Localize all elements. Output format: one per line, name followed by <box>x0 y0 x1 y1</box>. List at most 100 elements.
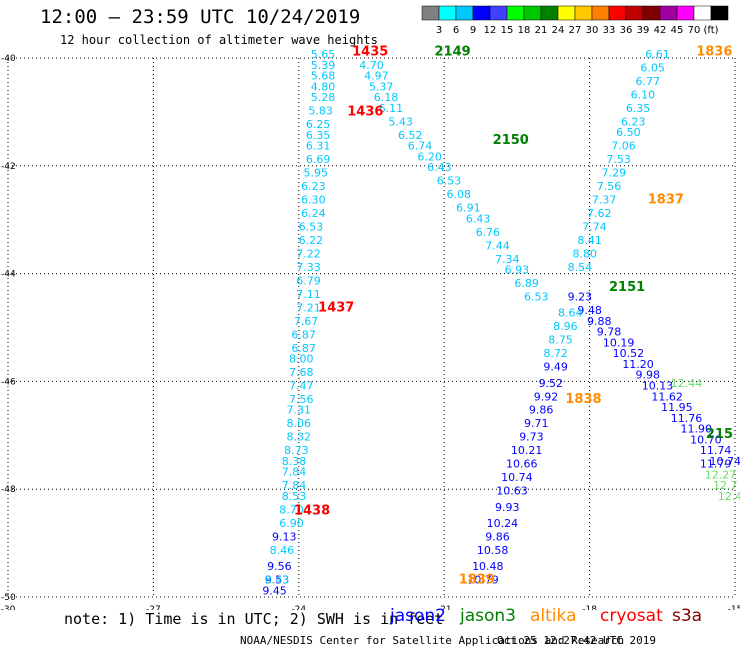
x-tick-label: -15 <box>728 605 740 610</box>
y-tick-label: -40 <box>1 54 16 64</box>
wave-height-value: 8.54 <box>568 261 593 274</box>
wave-height-value: 7.33 <box>296 261 321 274</box>
satellite-legend-item: altika <box>530 606 577 626</box>
wave-height-value: 7.11 <box>296 288 321 301</box>
scale-tick-label: 3 <box>436 25 442 36</box>
scale-tick-label: 6 <box>453 25 459 36</box>
wave-height-value: 6.08 <box>446 188 471 201</box>
wave-height-value: 11.76 <box>671 412 703 425</box>
pass-time-label: 1839 <box>459 573 495 588</box>
wave-height-value: 10.13 <box>642 379 674 392</box>
wave-height-value: 6.43 <box>427 161 452 174</box>
wave-height-value: 8.00 <box>289 353 314 366</box>
wave-height-value: 5.37 <box>369 80 394 93</box>
wave-height-value: 8.72 <box>543 347 568 360</box>
wave-height-value: 10.74 <box>710 455 740 468</box>
wave-height-value: 10.19 <box>603 336 635 349</box>
scale-tick-label: 33 <box>603 25 616 36</box>
wave-height-value: 10.79 <box>467 574 499 587</box>
wave-height-value: 5.43 <box>388 115 413 128</box>
wave-height-value: 7.34 <box>495 253 520 266</box>
wave-height-value: 6.43 <box>466 212 491 225</box>
y-tick-label: -44 <box>1 270 16 280</box>
x-tick-label: -27 <box>146 605 161 610</box>
wave-height-value: 9.56 <box>267 560 292 573</box>
pass-time-label: 2150 <box>493 133 529 148</box>
wave-height-value: 6.11 <box>379 102 404 115</box>
wave-height-value: 8.06 <box>287 417 312 430</box>
wave-height-value: 7.56 <box>289 393 314 406</box>
wave-height-value: 6.53 <box>437 175 462 188</box>
wave-height-value: 7.68 <box>289 366 314 379</box>
wave-height-value: 10.24 <box>487 517 519 530</box>
wave-height-value: 7.84 <box>282 466 307 479</box>
wave-height-value: 7.67 <box>294 315 319 328</box>
scale-tick-label: 70 <box>688 25 701 36</box>
pass-time-label: 1836 <box>696 44 732 59</box>
wave-height-value: 5.95 <box>304 167 329 180</box>
wave-height-value: 6.87 <box>291 342 316 355</box>
wave-height-value: 8.41 <box>577 234 602 247</box>
wave-height-value: 6.05 <box>640 61 665 74</box>
y-tick-label: -46 <box>1 377 16 387</box>
wave-height-value: 6.53 <box>524 291 549 304</box>
wave-height-value: 8.73 <box>284 444 309 457</box>
wave-height-value: 11.95 <box>661 401 693 414</box>
chart-subtitle: 12 hour collection of altimeter wave hei… <box>60 33 378 47</box>
y-tick-label: -50 <box>1 593 16 603</box>
wave-height-value: 4.70 <box>359 59 384 72</box>
wave-height-value: 10.70 <box>690 433 722 446</box>
wave-height-value: 6.53 <box>299 220 324 233</box>
wave-height-value: 9.98 <box>636 369 661 382</box>
wave-height-value: 9.86 <box>529 404 554 417</box>
pass-time-label: 1437 <box>318 300 354 315</box>
y-tick-label: -48 <box>1 485 16 495</box>
scale-tick-label: 18 <box>518 25 531 36</box>
wave-height-value: 7.29 <box>602 167 627 180</box>
wave-height-value: 8.80 <box>573 247 598 260</box>
wave-height-value: 8.64 <box>558 307 583 320</box>
wave-height-value: 6.20 <box>417 150 442 163</box>
pass-time-label: 1837 <box>648 193 684 208</box>
wave-height-value: 9.52 <box>539 377 564 390</box>
wave-height-value: 6.77 <box>636 75 661 88</box>
wave-height-value: 11.79 <box>700 458 732 471</box>
wave-height-value: 7.21 <box>296 301 321 314</box>
pass-time-label: 2151 <box>609 280 645 295</box>
wave-height-value: 9.23 <box>568 291 593 304</box>
wave-height-value: 7.31 <box>287 404 312 417</box>
wave-height-value: 9.13 <box>272 530 297 543</box>
scale-tick-label: 9 <box>470 25 476 36</box>
wave-height-value: 5.39 <box>311 59 336 72</box>
satellite-legend-item: s3a <box>672 606 703 626</box>
wave-height-value: 6.24 <box>301 207 326 220</box>
wave-height-value: 8.53 <box>282 490 307 503</box>
wave-height-value: 5.68 <box>311 70 336 83</box>
wave-height-value: 6.91 <box>456 202 481 215</box>
wave-height-value: 8.96 <box>553 320 578 333</box>
wave-height-value: 6.76 <box>476 226 501 239</box>
wave-height-value: 7.22 <box>296 247 321 260</box>
wave-height-value: 5.83 <box>308 105 333 118</box>
wave-height-value: 6.89 <box>514 277 539 290</box>
wave-height-value: 6.23 <box>621 115 646 128</box>
scale-tick-label: (ft) <box>703 25 718 36</box>
wave-height-value: 6.90 <box>279 517 304 530</box>
wave-height-value: 10.66 <box>506 458 538 471</box>
wave-height-value: 4.80 <box>311 80 336 93</box>
y-tick-label: -42 <box>1 162 16 172</box>
wave-height-value: 6.87 <box>291 328 316 341</box>
wave-height-value: 8.32 <box>287 431 312 444</box>
wave-height-value: 6.25 <box>306 118 331 131</box>
wave-height-value: 7.37 <box>592 194 617 207</box>
pass-time-label: 1435 <box>352 44 388 59</box>
wave-height-value: 7.56 <box>597 180 622 193</box>
color-scale: 3 6 9 12 15 18 21 24 27 30 33 36 39 42 45 70 (ft) <box>421 5 729 36</box>
pass-time-label: 2149 <box>435 44 471 59</box>
scale-tick-label: 24 <box>552 25 565 36</box>
scale-tick-label: 36 <box>620 25 633 36</box>
scale-tick-label: 45 <box>671 25 684 36</box>
wave-height-value: 10.52 <box>613 347 645 360</box>
wave-height-value: 6.74 <box>408 140 433 153</box>
wave-height-value: 7.47 <box>289 379 314 392</box>
